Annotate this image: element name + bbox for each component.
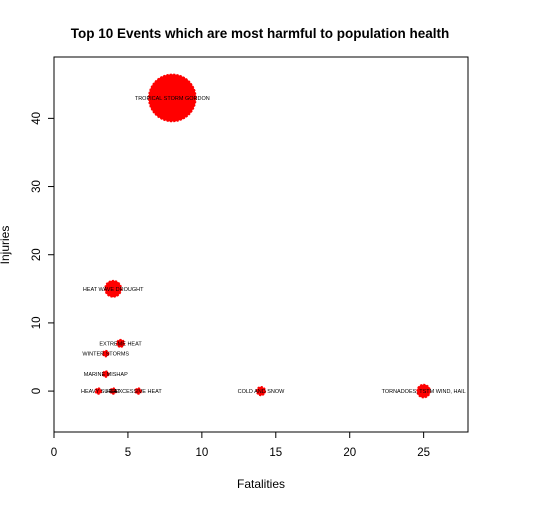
x-tick-label: 15 [269,447,282,459]
data-point [109,387,117,395]
x-tick-label: 20 [343,447,356,459]
x-tick-label: 25 [417,447,430,459]
data-point [416,383,431,399]
data-point [102,349,110,358]
y-tick-label: 30 [31,180,43,193]
x-tick-label: 0 [51,447,57,459]
data-point-label: COLD AND SNOW [238,389,286,395]
data-point-label: HEAT WAVE DROUGHT [83,287,144,293]
labels-layer: TROPICAL STORM GORDON HEAT WAVE DROUGHT EX… [81,96,466,395]
data-point-label: HEAVY SURF [81,389,116,395]
data-point [94,387,103,395]
y-tick-label: 40 [31,112,43,125]
data-point-label: EXTREME HEAT [99,341,142,347]
x-axis: 0 5 10 15 20 25 [51,431,430,459]
data-point-label: HEAT [106,389,121,395]
data-point [147,73,197,123]
data-point-label: EXCESSIVE HEAT [115,389,163,395]
data-point-label: TROPICAL STORM GORDON [135,96,210,102]
x-tick-label: 10 [195,447,208,459]
y-axis-label: Injuries [0,226,12,265]
y-tick-label: 10 [31,317,43,330]
data-point [134,387,142,395]
x-axis-label: Fatalities [237,477,285,491]
data-point-label: MARINE MISHAP [84,372,128,378]
points-layer [94,73,431,399]
y-axis: 0 10 20 30 40 [31,112,55,394]
data-point [104,279,123,298]
y-tick-label: 0 [31,388,43,394]
chart-title: Top 10 Events which are most harmful to … [71,26,450,41]
data-point-label: TORNADOES, TSTM WIND, HAIL [382,389,466,395]
data-point-label: WINTER STORMS [82,352,129,358]
x-tick-label: 5 [125,447,131,459]
y-tick-label: 20 [31,248,43,261]
data-point [115,338,126,348]
data-point [102,370,110,378]
data-point [255,385,267,397]
